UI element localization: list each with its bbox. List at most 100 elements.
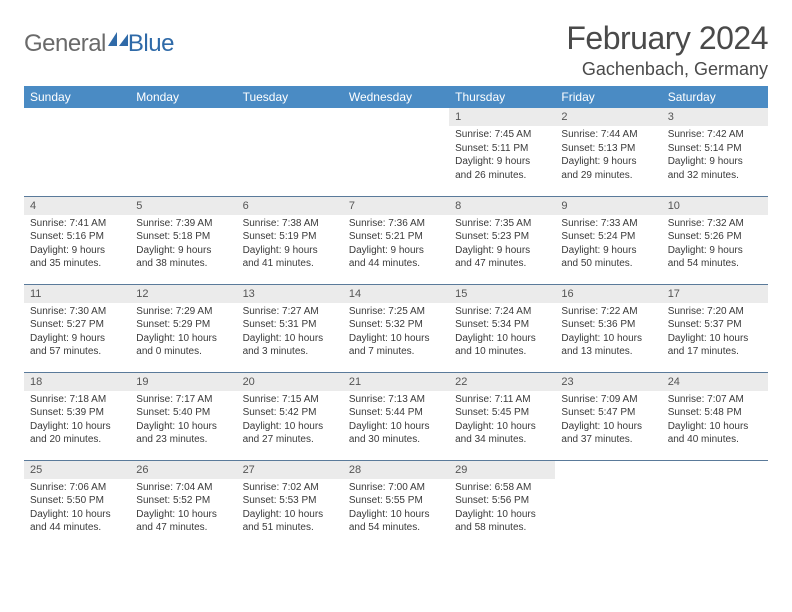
sunrise-line: Sunrise: 7:29 AM [136,305,230,319]
day-number: 15 [449,285,555,303]
sunset-line: Sunset: 5:47 PM [561,406,655,420]
sunset-line: Sunset: 5:50 PM [30,494,124,508]
sunrise-line: Sunrise: 7:09 AM [561,393,655,407]
sunset-line: Sunset: 5:19 PM [243,230,337,244]
day-number: 13 [237,285,343,303]
weekday-header: Wednesday [343,86,449,108]
sunset-line: Sunset: 5:32 PM [349,318,443,332]
sunset-line: Sunset: 5:48 PM [668,406,762,420]
calendar-day-cell: 17Sunrise: 7:20 AMSunset: 5:37 PMDayligh… [662,284,768,372]
sunrise-line: Sunrise: 6:58 AM [455,481,549,495]
sunrise-line: Sunrise: 7:36 AM [349,217,443,231]
day-number: 28 [343,461,449,479]
day-details: Sunrise: 7:30 AMSunset: 5:27 PMDaylight:… [24,303,130,363]
calendar-day-cell: 29Sunrise: 6:58 AMSunset: 5:56 PMDayligh… [449,460,555,548]
day-number: 24 [662,373,768,391]
calendar-day-cell: 15 Sunrise: 7:24 AMSunset: 5:34 PMDayligh… [449,284,555,372]
calendar-week-row: 1Sunrise: 7:45 AMSunset: 5:11 PMDaylight… [24,108,768,196]
calendar-day-cell: 14Sunrise: 7:25 AMSunset: 5:32 PMDayligh… [343,284,449,372]
brand-logo: General Blue [24,30,174,58]
sail-icon [108,32,128,46]
sunrise-line: Sunrise: 7:17 AM [136,393,230,407]
day-number: 4 [24,197,130,215]
sunset-line: Sunset: 5:29 PM [136,318,230,332]
sunset-line: Sunset: 5:27 PM [30,318,124,332]
calendar-body: 1Sunrise: 7:45 AMSunset: 5:11 PMDaylight… [24,108,768,548]
daylight-line: Daylight: 9 hours and 54 minutes. [668,244,762,271]
sunrise-line: Sunrise: 7:32 AM [668,217,762,231]
daylight-line: Daylight: 9 hours and 47 minutes. [455,244,549,271]
daylight-line: Daylight: 10 hours and 34 minutes. [455,420,549,447]
daylight-line: Daylight: 10 hours and 54 minutes. [349,508,443,535]
day-number: 29 [449,461,555,479]
brand-text-general: General [24,30,106,58]
sunset-line: Sunset: 5:11 PM [455,142,549,156]
daylight-line: Daylight: 10 hours and 40 minutes. [668,420,762,447]
sunset-line: Sunset: 5:36 PM [561,318,655,332]
title-block: February 2024 Gachenbach, Germany [566,20,768,80]
day-details: Sunrise: 7:29 AMSunset: 5:29 PMDaylight:… [130,303,236,363]
weekday-header: Sunday [24,86,130,108]
calendar-day-cell: 20Sunrise: 7:15 AMSunset: 5:42 PMDayligh… [237,372,343,460]
header: General Blue February 2024 Gachenbach, G… [24,20,768,80]
day-details: Sunrise: 7:18 AMSunset: 5:39 PMDaylight:… [24,391,130,451]
calendar-day-cell: 7Sunrise: 7:36 AMSunset: 5:21 PMDaylight… [343,196,449,284]
day-number: 6 [237,197,343,215]
calendar-day-cell: 23Sunrise: 7:09 AMSunset: 5:47 PMDayligh… [555,372,661,460]
daylight-line: Daylight: 9 hours and 50 minutes. [561,244,655,271]
day-number: 26 [130,461,236,479]
daylight-line: Daylight: 10 hours and 3 minutes. [243,332,337,359]
weekday-header: Saturday [662,86,768,108]
calendar-day-cell: 22Sunrise: 7:11 AMSunset: 5:45 PMDayligh… [449,372,555,460]
calendar-day-cell: 10 Sunrise: 7:32 AMSunset: 5:26 PMDayligh… [662,196,768,284]
sunrise-line: Sunrise: 7:15 AM [243,393,337,407]
calendar-empty-cell [555,460,661,548]
calendar-day-cell: 6Sunrise: 7:38 AMSunset: 5:19 PMDaylight… [237,196,343,284]
daylight-line: Daylight: 10 hours and 17 minutes. [668,332,762,359]
day-number: 2 [555,108,661,126]
sunset-line: Sunset: 5:26 PM [668,230,762,244]
day-number: 16 [555,285,661,303]
sunrise-line: Sunrise: 7:33 AM [561,217,655,231]
sunset-line: Sunset: 5:40 PM [136,406,230,420]
calendar-week-row: 4Sunrise: 7:41 AMSunset: 5:16 PMDaylight… [24,196,768,284]
daylight-line: Daylight: 10 hours and 27 minutes. [243,420,337,447]
calendar-day-cell: 1Sunrise: 7:45 AMSunset: 5:11 PMDaylight… [449,108,555,196]
sunrise-line: Sunrise: 7:45 AM [455,128,549,142]
calendar-day-cell: 3Sunrise: 7:42 AMSunset: 5:14 PMDaylight… [662,108,768,196]
sunrise-line: Sunrise: 7:39 AM [136,217,230,231]
calendar-day-cell: 24 Sunrise: 7:07 AMSunset: 5:48 PMDayligh… [662,372,768,460]
day-details: Sunrise: 7:13 AMSunset: 5:44 PMDaylight:… [343,391,449,451]
daylight-line: Daylight: 10 hours and 10 minutes. [455,332,549,359]
day-details: Sunrise: 7:42 AMSunset: 5:14 PMDaylight:… [662,126,768,186]
day-number: 10 [662,197,768,215]
sunset-line: Sunset: 5:18 PM [136,230,230,244]
day-number: 12 [130,285,236,303]
sunrise-line: Sunrise: 7:04 AM [136,481,230,495]
daylight-line: Daylight: 10 hours and 20 minutes. [30,420,124,447]
sunset-line: Sunset: 5:45 PM [455,406,549,420]
calendar-empty-cell [237,108,343,196]
sunrise-line: Sunrise: 7:07 AM [668,393,762,407]
sunset-line: Sunset: 5:53 PM [243,494,337,508]
sunrise-line: Sunrise: 7:02 AM [243,481,337,495]
day-details: Sunrise: 7:11 AMSunset: 5:45 PMDaylight:… [449,391,555,451]
day-number: 19 [130,373,236,391]
sunrise-line: Sunrise: 7:27 AM [243,305,337,319]
daylight-line: Daylight: 9 hours and 35 minutes. [30,244,124,271]
day-number: 27 [237,461,343,479]
calendar-day-cell: 26Sunrise: 7:04 AMSunset: 5:52 PMDayligh… [130,460,236,548]
daylight-line: Daylight: 9 hours and 29 minutes. [561,155,655,182]
sunrise-line: Sunrise: 7:42 AM [668,128,762,142]
calendar-day-cell: 18Sunrise: 7:18 AMSunset: 5:39 PMDayligh… [24,372,130,460]
sunset-line: Sunset: 5:24 PM [561,230,655,244]
calendar-day-cell: 13Sunrise: 7:27 AMSunset: 5:31 PMDayligh… [237,284,343,372]
sunrise-line: Sunrise: 7:24 AM [455,305,549,319]
calendar-day-cell: 28Sunrise: 7:00 AMSunset: 5:55 PMDayligh… [343,460,449,548]
day-details: Sunrise: 7:44 AMSunset: 5:13 PMDaylight:… [555,126,661,186]
day-details: Sunrise: 7:27 AMSunset: 5:31 PMDaylight:… [237,303,343,363]
sunset-line: Sunset: 5:34 PM [455,318,549,332]
sunrise-line: Sunrise: 7:11 AM [455,393,549,407]
day-details: Sunrise: 7:25 AMSunset: 5:32 PMDaylight:… [343,303,449,363]
sunrise-line: Sunrise: 7:20 AM [668,305,762,319]
